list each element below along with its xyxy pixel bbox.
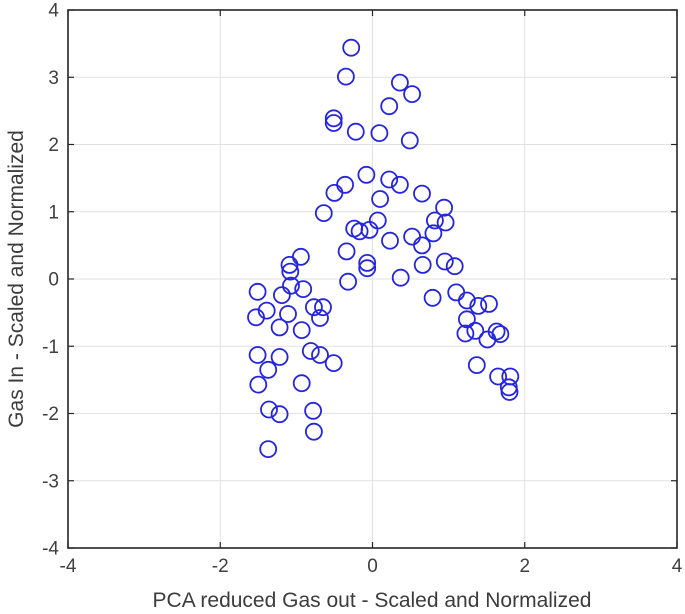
data-point <box>436 213 455 232</box>
data-point <box>358 259 377 278</box>
data-point <box>346 122 365 141</box>
data-point <box>336 67 355 86</box>
data-point <box>280 255 299 274</box>
data-point <box>491 325 510 344</box>
y-tick-label: -3 <box>42 471 59 492</box>
data-point <box>413 236 431 255</box>
y-tick-label: -4 <box>42 539 59 560</box>
data-point <box>291 247 310 266</box>
y-tick-label: 3 <box>48 68 59 89</box>
data-point <box>413 255 432 274</box>
data-point <box>360 220 379 239</box>
data-point <box>324 354 343 373</box>
y-tick-label: 0 <box>48 270 59 291</box>
x-tick-labels: -4 -2 0 2 4 <box>60 556 683 577</box>
data-point <box>456 324 475 343</box>
x-axis-label: PCA reduced Gas out - Scaled and Normali… <box>153 589 592 612</box>
data-point <box>390 73 409 92</box>
data-point <box>380 97 399 116</box>
data-point <box>324 114 343 132</box>
data-point <box>270 348 289 366</box>
data-point <box>294 280 313 299</box>
data-point <box>390 175 409 194</box>
data-point <box>324 109 343 128</box>
data-point <box>424 224 443 243</box>
data-point <box>403 227 422 246</box>
data-point <box>358 253 377 272</box>
data-point <box>380 170 399 189</box>
data-point <box>457 291 476 310</box>
data-point <box>445 257 464 276</box>
data-point <box>469 296 488 315</box>
data-point <box>270 405 289 424</box>
data-point <box>270 318 289 337</box>
y-tick-labels: -4 -3 -2 -1 0 1 2 3 4 <box>42 1 59 560</box>
data-point <box>304 401 323 420</box>
data-point <box>336 175 355 194</box>
data-point <box>400 131 419 150</box>
x-tick-label: 2 <box>519 556 530 577</box>
data-point <box>248 346 267 364</box>
data-point <box>272 286 291 305</box>
data-point <box>247 308 265 327</box>
y-tick-label: -2 <box>42 404 59 425</box>
data-point <box>311 346 329 364</box>
data-point <box>350 222 369 241</box>
data-point <box>342 38 361 57</box>
data-point <box>413 184 431 203</box>
data-point <box>370 124 389 143</box>
data-point <box>260 400 278 419</box>
data-point <box>259 360 278 379</box>
data-points <box>247 38 520 459</box>
data-point <box>381 231 399 250</box>
data-point <box>339 272 358 291</box>
data-point <box>435 198 454 217</box>
y-tick-label: 4 <box>48 1 59 22</box>
data-point <box>425 211 444 230</box>
data-point <box>466 321 485 340</box>
data-point <box>447 283 466 302</box>
x-tick-label: -4 <box>60 556 77 577</box>
tick-marks <box>67 9 678 549</box>
data-point <box>325 183 344 202</box>
x-tick-label: 4 <box>672 556 683 577</box>
data-point <box>279 305 297 323</box>
y-tick-label: 1 <box>48 202 59 223</box>
gridlines <box>68 10 677 548</box>
data-point <box>292 374 311 393</box>
data-point <box>391 268 410 287</box>
data-point <box>457 310 476 329</box>
data-point <box>304 298 323 317</box>
data-point <box>403 85 422 103</box>
data-point <box>487 322 506 341</box>
data-point <box>259 440 278 459</box>
data-point <box>423 288 442 307</box>
data-point <box>357 165 376 184</box>
data-point <box>467 356 486 375</box>
data-point <box>314 298 332 317</box>
data-point <box>500 383 519 401</box>
data-point <box>489 367 508 386</box>
y-axis-label: Gas In - Scaled and Normalized <box>5 130 28 428</box>
data-point <box>281 262 300 281</box>
data-point <box>304 422 323 441</box>
x-tick-label: -2 <box>212 556 229 577</box>
data-point <box>371 190 390 208</box>
data-point <box>314 204 333 223</box>
data-point <box>282 276 300 295</box>
data-point <box>301 342 320 360</box>
data-point <box>480 294 498 313</box>
x-tick-label: 0 <box>367 556 378 577</box>
y-tick-label: 2 <box>48 135 59 156</box>
data-point <box>337 242 356 261</box>
data-point <box>435 252 454 271</box>
data-point <box>292 321 311 340</box>
data-point <box>311 309 329 327</box>
y-tick-label: -1 <box>42 337 59 358</box>
data-point <box>248 282 267 301</box>
data-point <box>249 375 268 394</box>
